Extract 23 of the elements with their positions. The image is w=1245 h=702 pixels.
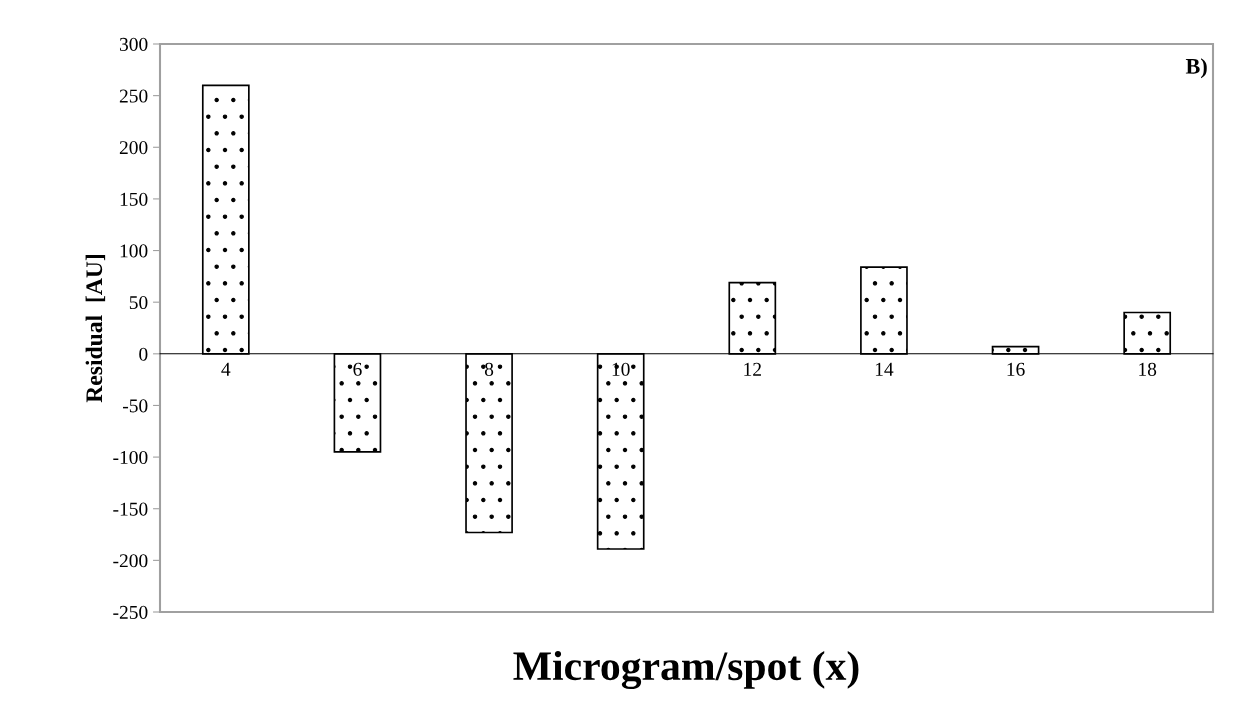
annotation: B) <box>1185 58 1207 79</box>
x-tick-label: 12 <box>744 362 761 376</box>
y-tick-label: 300 <box>119 37 148 51</box>
y-tick-label: -200 <box>113 554 148 568</box>
y-axis-title: Residual [AU] <box>85 254 106 403</box>
y-tick-label: -100 <box>113 450 148 465</box>
x-tick-label: 8 <box>484 362 494 376</box>
x-tick-label: 6 <box>353 362 362 376</box>
y-tick-label: 100 <box>120 244 148 258</box>
y-tick-label: -50 <box>123 399 148 413</box>
x-tick-label: 16 <box>1007 362 1025 376</box>
y-tick-label: 200 <box>119 141 148 155</box>
y-tick-label: -150 <box>113 502 148 516</box>
x-axis-title: Microgram/spot (x) <box>513 650 859 690</box>
x-tick-label: 10 <box>612 362 630 376</box>
x-tick-label: 18 <box>1139 362 1157 376</box>
y-tick-label: 150 <box>120 192 148 206</box>
x-tick-label: 14 <box>875 362 894 376</box>
y-tick-label: 250 <box>119 89 148 103</box>
y-tick-label: 50 <box>129 296 148 310</box>
x-tick-label: 4 <box>221 362 231 376</box>
y-tick-label: -250 <box>113 605 148 619</box>
y-tick-label: 0 <box>139 347 148 361</box>
